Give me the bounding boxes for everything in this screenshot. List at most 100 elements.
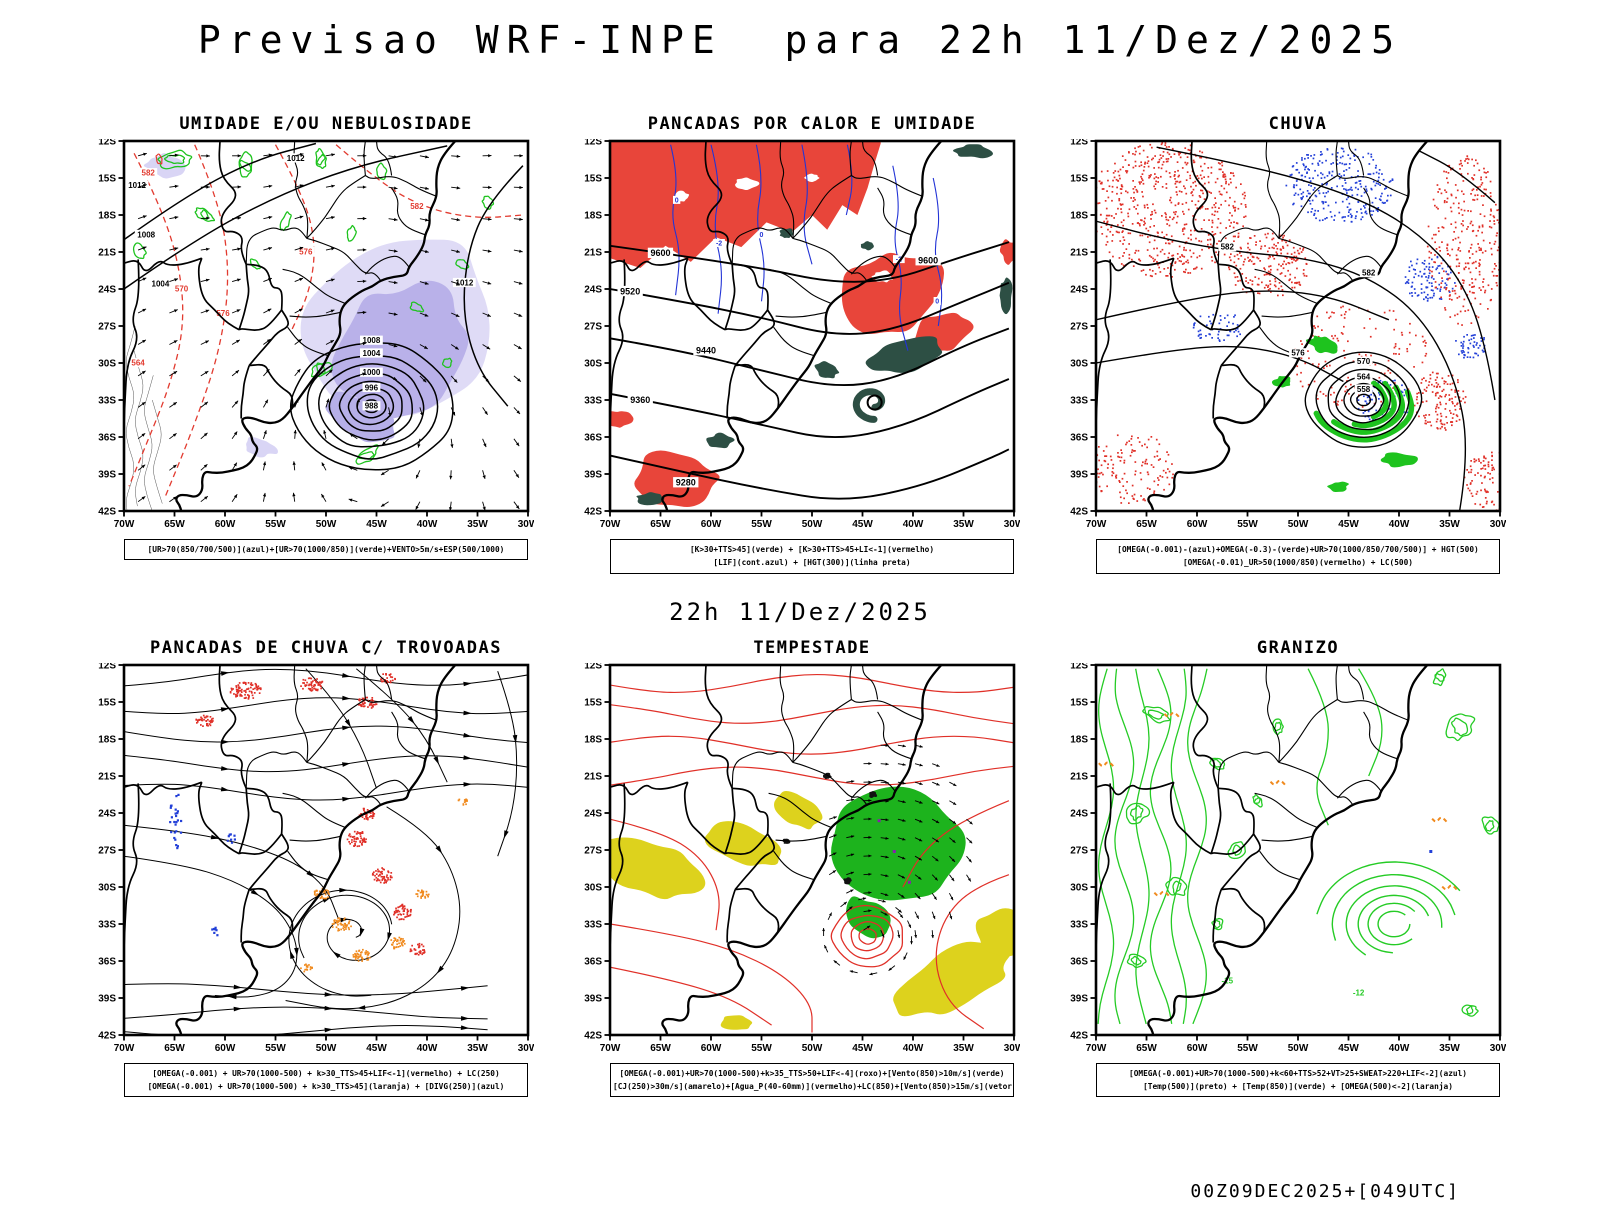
caption-trovoadas: [OMEGA(-0.001) + UR>70(1000-500) + k>30_… [124, 1063, 528, 1098]
svg-text:18S: 18S [584, 210, 602, 221]
caption-line: [OMEGA(-0.001) + UR>70(1000-500) + k>30_… [127, 1080, 525, 1093]
svg-text:-2: -2 [716, 241, 722, 248]
svg-text:70W: 70W [114, 1043, 135, 1054]
caption-line: [OMEGA(-0.001)-(azul)+OMEGA(-0.3)-(verde… [1099, 543, 1497, 556]
caption-tempestade: [OMEGA(-0.001)+UR>70(1000-500)+k>35_TTS>… [610, 1063, 1014, 1098]
svg-text:-12: -12 [1353, 988, 1365, 997]
svg-text:39S: 39S [584, 993, 602, 1004]
svg-text:30S: 30S [1070, 358, 1088, 369]
svg-text:55W: 55W [1237, 1043, 1258, 1054]
svg-text:65W: 65W [1136, 519, 1157, 530]
svg-text:40W: 40W [417, 519, 438, 530]
svg-text:18S: 18S [1070, 210, 1088, 221]
panel-title-chuva: CHUVA [1096, 114, 1500, 134]
svg-text:582: 582 [1362, 269, 1376, 278]
svg-text:18S: 18S [98, 734, 116, 745]
svg-text:65W: 65W [164, 1043, 185, 1054]
svg-text:24S: 24S [1070, 284, 1088, 295]
svg-text:35W: 35W [953, 1043, 974, 1054]
svg-text:45W: 45W [1338, 519, 1359, 530]
svg-text:15S: 15S [1070, 697, 1088, 708]
map-umidade: 5705765825765825649889961000100410081012… [94, 139, 534, 531]
svg-text:60W: 60W [701, 1043, 722, 1054]
svg-text:15S: 15S [98, 697, 116, 708]
svg-text:0: 0 [675, 197, 679, 204]
svg-text:60W: 60W [215, 1043, 236, 1054]
svg-text:564: 564 [1357, 373, 1371, 382]
svg-text:60W: 60W [1187, 1043, 1208, 1054]
caption-granizo: [OMEGA(-0.001)+UR>70(1000-500)+k<60+TTS>… [1096, 1063, 1500, 1098]
svg-text:35W: 35W [467, 1043, 488, 1054]
svg-text:21S: 21S [584, 771, 602, 782]
run-info-label: 00Z09DEC2025+[049UTC] [1190, 1181, 1460, 1202]
svg-text:30W: 30W [1490, 1043, 1506, 1054]
svg-text:70W: 70W [600, 1043, 621, 1054]
map-granizo: -15-1212S15S18S21S24S27S30S33S36S39S42S7… [1066, 663, 1506, 1055]
caption-line: [OMEGA(-0.001)+UR>70(1000-500)+k<60+TTS>… [1099, 1067, 1497, 1080]
svg-text:30S: 30S [98, 358, 116, 369]
svg-text:21S: 21S [1070, 247, 1088, 258]
svg-text:30W: 30W [518, 519, 534, 530]
svg-text:39S: 39S [1070, 469, 1088, 480]
svg-text:42S: 42S [98, 1030, 116, 1041]
svg-text:70W: 70W [114, 519, 135, 530]
svg-text:55W: 55W [265, 519, 286, 530]
svg-text:1000: 1000 [363, 368, 381, 377]
svg-text:570: 570 [1357, 357, 1371, 366]
svg-text:0: 0 [935, 299, 939, 306]
svg-text:42S: 42S [1070, 506, 1088, 517]
caption-line: [K>30+TTS>45](verde) + [K>30+TTS>45+LI<-… [613, 543, 1011, 556]
svg-text:36S: 36S [1070, 432, 1088, 443]
svg-text:558: 558 [1357, 385, 1371, 394]
svg-text:30S: 30S [584, 358, 602, 369]
svg-text:27S: 27S [584, 845, 602, 856]
svg-text:65W: 65W [164, 519, 185, 530]
map-chuva: 55856457057658258212S15S18S21S24S27S30S3… [1066, 139, 1506, 531]
svg-text:33S: 33S [584, 395, 602, 406]
svg-text:35W: 35W [1439, 519, 1460, 530]
svg-text:33S: 33S [1070, 395, 1088, 406]
caption-pancadas-calor: [K>30+TTS>45](verde) + [K>30+TTS>45+LI<-… [610, 539, 1014, 574]
svg-text:27S: 27S [1070, 321, 1088, 332]
svg-text:33S: 33S [98, 395, 116, 406]
svg-text:18S: 18S [584, 734, 602, 745]
svg-text:582: 582 [1221, 243, 1235, 252]
svg-text:55W: 55W [751, 519, 772, 530]
svg-text:12S: 12S [98, 139, 116, 148]
svg-text:27S: 27S [1070, 845, 1088, 856]
svg-text:40W: 40W [1389, 519, 1410, 530]
svg-text:50W: 50W [1288, 519, 1309, 530]
svg-text:21S: 21S [98, 771, 116, 782]
caption-chuva: [OMEGA(-0.001)-(azul)+OMEGA(-0.3)-(verde… [1096, 539, 1500, 574]
svg-text:18S: 18S [98, 210, 116, 221]
svg-text:30S: 30S [98, 882, 116, 893]
svg-text:24S: 24S [584, 284, 602, 295]
svg-text:30W: 30W [518, 1043, 534, 1054]
map-pancadas-calor: 0-20-2096009600952094409360928012S15S18S… [580, 139, 1020, 531]
svg-text:36S: 36S [1070, 956, 1088, 967]
page-title: Previsao WRF-INPE para 22h 11/Dez/2025 [0, 18, 1600, 62]
svg-text:50W: 50W [316, 519, 337, 530]
svg-text:36S: 36S [584, 432, 602, 443]
svg-text:60W: 60W [701, 519, 722, 530]
svg-text:42S: 42S [584, 1030, 602, 1041]
svg-text:27S: 27S [584, 321, 602, 332]
svg-text:9600: 9600 [650, 248, 670, 258]
svg-text:30S: 30S [584, 882, 602, 893]
svg-text:35W: 35W [1439, 1043, 1460, 1054]
svg-text:24S: 24S [584, 808, 602, 819]
svg-text:21S: 21S [584, 247, 602, 258]
svg-text:39S: 39S [584, 469, 602, 480]
svg-text:1004: 1004 [363, 349, 381, 358]
svg-text:27S: 27S [98, 845, 116, 856]
svg-text:40W: 40W [903, 1043, 924, 1054]
svg-text:35W: 35W [467, 519, 488, 530]
svg-text:36S: 36S [98, 432, 116, 443]
svg-text:570: 570 [175, 285, 189, 294]
svg-text:15S: 15S [1070, 173, 1088, 184]
caption-umidade: [UR>70(850/700/500)](azul)+[UR>70(1000/8… [124, 539, 528, 560]
